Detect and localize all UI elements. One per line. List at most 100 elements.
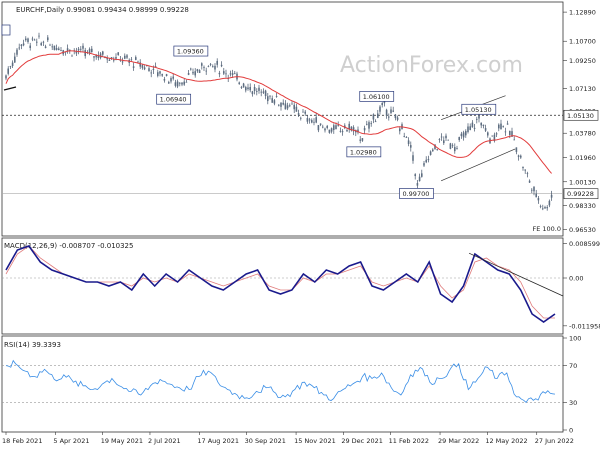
candle-body	[93, 56, 95, 58]
x-tick-label: 12 May 2022	[485, 437, 527, 445]
candle-body	[216, 60, 218, 65]
candle-body	[381, 103, 383, 106]
candle-body	[141, 65, 144, 68]
candle-body	[42, 41, 45, 43]
candle-body	[53, 45, 56, 51]
candle-body	[143, 67, 146, 70]
candle-body	[394, 114, 397, 119]
candle-body	[260, 91, 262, 93]
candle-body	[271, 98, 273, 103]
rsi-ytick-label: 0	[569, 427, 573, 435]
candle-body	[148, 68, 150, 72]
candle-body	[205, 70, 207, 72]
candle-body	[515, 147, 518, 152]
candle-body	[528, 180, 531, 183]
candle-body	[465, 131, 467, 136]
candle-body	[137, 61, 139, 63]
candle-body	[75, 51, 78, 54]
candle-body	[390, 109, 392, 113]
candle-body	[438, 138, 441, 140]
candle-body	[322, 126, 324, 128]
candle-body	[273, 100, 276, 104]
candle-body	[436, 149, 438, 151]
candle-body	[458, 137, 460, 140]
candle-body	[350, 126, 353, 131]
candle-body	[544, 207, 546, 209]
candle-body	[427, 158, 430, 161]
x-tick-label: 18 Feb 2021	[2, 437, 42, 445]
candle-body	[196, 69, 199, 72]
candle-body	[168, 82, 170, 84]
price-label: 1.09360	[177, 48, 204, 56]
price-label-box	[359, 91, 395, 102]
candle-body	[526, 173, 529, 175]
candle-body	[319, 123, 322, 125]
candle-body	[403, 136, 405, 137]
candle-body	[258, 87, 260, 91]
price-tag-label: 0.99228	[567, 190, 594, 198]
price-ytick-label: 1.07130	[569, 85, 596, 93]
candle-body	[418, 176, 421, 182]
candle-body	[7, 68, 9, 74]
candle-body	[18, 47, 20, 49]
candle-body	[245, 87, 247, 91]
candle-body	[77, 48, 80, 51]
candle-body	[399, 128, 401, 132]
candle-body	[311, 120, 313, 123]
candle-body	[165, 74, 168, 76]
candle-body	[38, 35, 40, 37]
rsi-title: RSI(14) 39.3393	[4, 341, 61, 349]
price-label: 1.06100	[363, 93, 390, 101]
candle-body	[115, 57, 117, 59]
price-ytick-label: 0.98330	[569, 202, 596, 210]
x-tick-label: 29 Mar 2022	[438, 437, 479, 445]
candle-body	[253, 86, 256, 91]
rsi-ytick-label: 30	[569, 399, 577, 407]
candle-body	[29, 45, 31, 49]
candle-body	[352, 127, 355, 132]
candle-body	[106, 57, 108, 60]
candle-body	[542, 208, 544, 210]
candle-body	[251, 91, 254, 95]
candle-body	[454, 147, 456, 152]
candle-body	[357, 129, 359, 133]
candle-body	[317, 125, 320, 131]
x-tick-label: 30 Sep 2021	[245, 437, 286, 445]
candle-body	[282, 102, 284, 105]
macd-title: MACD(12,26,9) -0.008707 -0.010325	[4, 242, 133, 250]
candle-body	[88, 48, 91, 54]
candle-body	[198, 70, 201, 74]
pane-frame-2	[1, 335, 564, 433]
candle-body	[368, 122, 370, 129]
price-label: 1.06940	[160, 96, 187, 104]
candle-body	[509, 130, 511, 136]
price-ytick-label: 0.96530	[569, 226, 596, 234]
candle-body	[14, 56, 16, 63]
candle-body	[135, 57, 137, 60]
candle-body	[209, 63, 212, 65]
candle-body	[370, 123, 372, 125]
candle-body	[440, 136, 443, 138]
moving-average-line	[5, 50, 552, 174]
candle-body	[240, 86, 243, 88]
candle-body	[58, 48, 60, 51]
candle-body	[110, 57, 113, 58]
x-tick-label: 17 Aug 2021	[197, 437, 239, 445]
candle-body	[203, 67, 205, 68]
candle-body	[337, 125, 339, 126]
candle-body	[159, 71, 161, 74]
candle-body	[410, 145, 412, 148]
candle-body	[234, 73, 236, 75]
candle-body	[220, 64, 223, 67]
candle-body	[172, 76, 174, 79]
candle-body	[302, 111, 304, 113]
candle-body	[64, 52, 67, 54]
candle-body	[161, 74, 163, 76]
candle-body	[264, 90, 267, 97]
candle-body	[478, 115, 480, 119]
candle-body	[130, 59, 133, 61]
candle-body	[361, 138, 364, 141]
candle-body	[212, 66, 214, 68]
candle-body	[95, 54, 97, 58]
candle-body	[348, 123, 350, 130]
